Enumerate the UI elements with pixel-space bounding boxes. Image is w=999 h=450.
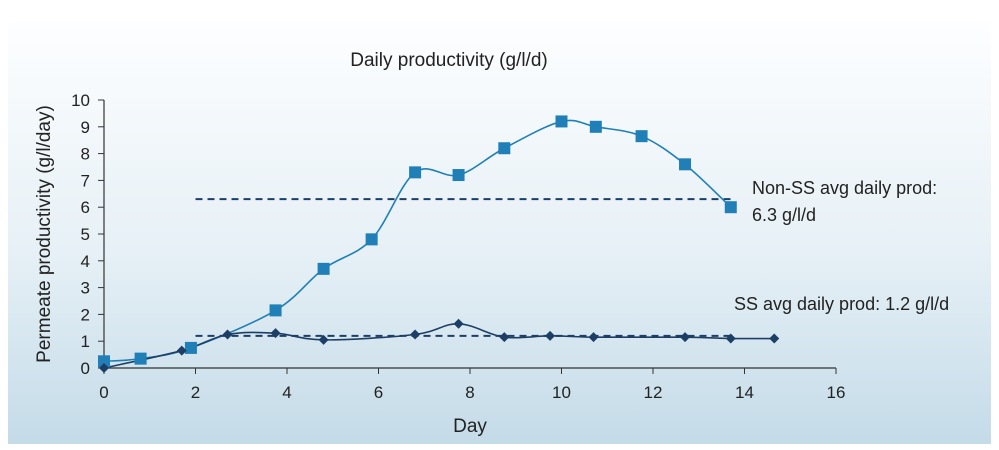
x-tick-label: 6 [374,383,383,402]
y-tick-label: 9 [81,118,90,137]
average-annotation: SS avg daily prod: 1.2 g/l/d [734,294,949,314]
x-tick-label: 12 [644,383,663,402]
x-tick-label: 10 [552,383,571,402]
square-marker [269,304,282,317]
square-marker [635,130,648,143]
y-tick-label: 2 [81,305,90,324]
x-tick-label: 16 [827,383,846,402]
y-tick-label: 5 [81,225,90,244]
diamond-marker [453,318,464,329]
square-marker [724,201,737,214]
chart-background [8,22,991,444]
square-marker [555,115,568,128]
square-marker [317,262,330,275]
diamond-marker [222,329,233,340]
reference-lines [195,198,731,337]
series-line [103,119,732,363]
y-tick-label: 3 [81,279,90,298]
square-marker [409,166,422,179]
square-marker [184,341,197,354]
square-marker [98,355,110,368]
diamond-marker [725,333,736,344]
y-tick-label: 8 [81,145,90,164]
square-marker [365,233,378,246]
y-tick-label: 7 [81,171,90,190]
square-marker [452,169,465,182]
diamond-marker [499,332,510,343]
diamond-marker [99,363,109,373]
diamond-marker [410,329,421,340]
average-annotation: 6.3 g/l/d [752,205,816,225]
chart-title: Daily productivity (g/l/d) [350,50,547,71]
y-tick-label: 10 [71,91,90,110]
diamond-marker [318,334,329,345]
diamond-marker [769,333,780,344]
x-axis-label: Day [453,416,487,437]
y-tick-label: 6 [81,198,90,217]
diamond-marker [680,332,691,343]
series-lines [103,119,775,369]
average-annotation: Non-SS avg daily prod: [752,178,937,198]
square-marker [589,120,602,133]
annotations: Non-SS avg daily prod: 6.3 g/l/d SS avg da… [734,178,949,314]
x-tick-label: 2 [191,383,200,402]
x-tick-label: 0 [99,383,108,402]
diamond-marker [176,345,187,356]
y-axis-label: Permeate productivity (g/l/day) [34,105,55,363]
series-markers [98,115,780,373]
square-marker [498,142,511,155]
diamond-marker [270,328,281,339]
x-tick-label: 14 [735,383,754,402]
square-marker [134,352,147,365]
y-tick-label: 4 [81,252,90,271]
x-tick-label: 4 [282,383,291,402]
diamond-marker [588,332,599,343]
y-tick-label: 1 [81,332,90,351]
x-tick-label: 8 [465,383,474,402]
diamond-marker [545,330,556,341]
square-marker [679,158,692,171]
series-line [103,322,775,369]
y-tick-label: 0 [81,359,90,378]
